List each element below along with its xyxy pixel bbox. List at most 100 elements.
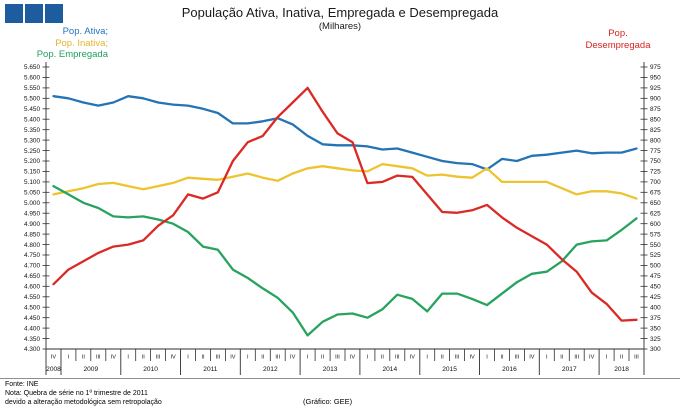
svg-text:5.200: 5.200 [24, 158, 40, 165]
svg-text:2010: 2010 [143, 366, 158, 373]
svg-text:5.400: 5.400 [24, 116, 40, 123]
credit-note: (Gráfico: GEE) [303, 397, 353, 406]
svg-text:525: 525 [650, 252, 661, 259]
svg-text:IV: IV [230, 355, 236, 361]
svg-text:2017: 2017 [562, 366, 577, 373]
legend-pop-desempregada-line1: Pop. [608, 28, 628, 39]
legend-item-pop-empregada: Pop. Empregada [36, 49, 108, 60]
svg-text:900: 900 [650, 96, 661, 103]
svg-text:425: 425 [650, 294, 661, 301]
svg-text:II: II [441, 355, 445, 361]
svg-text:950: 950 [650, 75, 661, 82]
svg-text:III: III [574, 355, 579, 361]
svg-text:4.350: 4.350 [24, 336, 40, 343]
logo-squares [5, 4, 63, 23]
page-title: População Ativa, Inativa, Empregada e De… [181, 5, 499, 20]
svg-text:4.600: 4.600 [24, 284, 40, 291]
svg-text:IV: IV [290, 355, 296, 361]
svg-text:4.450: 4.450 [24, 315, 40, 322]
svg-text:5.650: 5.650 [24, 64, 40, 71]
svg-text:III: III [455, 355, 460, 361]
svg-text:4.500: 4.500 [24, 304, 40, 311]
svg-text:III: III [275, 355, 280, 361]
svg-text:I: I [546, 355, 548, 361]
legend-item-pop-inativa: Pop. Inativa; [55, 37, 108, 49]
svg-text:4.850: 4.850 [24, 231, 40, 238]
svg-text:II: II [82, 355, 86, 361]
svg-text:4.700: 4.700 [24, 263, 40, 270]
svg-text:4.550: 4.550 [24, 294, 40, 301]
svg-text:II: II [500, 355, 504, 361]
logo-square [25, 4, 43, 23]
svg-text:I: I [247, 355, 249, 361]
svg-text:4.950: 4.950 [24, 210, 40, 217]
svg-text:I: I [426, 355, 428, 361]
svg-text:650: 650 [650, 200, 661, 207]
svg-text:I: I [486, 355, 488, 361]
svg-text:5.250: 5.250 [24, 148, 40, 155]
footer-divider [0, 378, 680, 379]
svg-text:2015: 2015 [442, 366, 457, 373]
svg-text:2018: 2018 [614, 366, 629, 373]
svg-text:I: I [187, 355, 189, 361]
svg-text:IV: IV [170, 355, 176, 361]
svg-text:975: 975 [650, 64, 661, 71]
svg-text:5.350: 5.350 [24, 127, 40, 134]
svg-text:350: 350 [650, 325, 661, 332]
svg-text:IV: IV [111, 355, 117, 361]
svg-text:625: 625 [650, 210, 661, 217]
svg-text:875: 875 [650, 106, 661, 113]
svg-text:I: I [307, 355, 309, 361]
svg-text:5.550: 5.550 [24, 85, 40, 92]
svg-text:700: 700 [650, 179, 661, 186]
svg-text:450: 450 [650, 284, 661, 291]
methodology-note-line2: devido a alteração metodológica sem retr… [5, 399, 162, 406]
svg-text:III: III [395, 355, 400, 361]
svg-text:4.900: 4.900 [24, 221, 40, 228]
svg-text:675: 675 [650, 190, 661, 197]
svg-text:I: I [127, 355, 129, 361]
svg-text:4.650: 4.650 [24, 273, 40, 280]
svg-text:2009: 2009 [83, 366, 98, 373]
svg-text:825: 825 [650, 127, 661, 134]
svg-text:500: 500 [650, 263, 661, 270]
svg-text:III: III [156, 355, 161, 361]
pop-empregada-line [52, 184, 638, 337]
svg-text:2013: 2013 [323, 366, 338, 373]
svg-text:III: III [634, 355, 639, 361]
svg-text:4.300: 4.300 [24, 346, 40, 353]
svg-text:725: 725 [650, 169, 661, 176]
svg-text:5.450: 5.450 [24, 106, 40, 113]
legend-pop-desempregada-line2: Desempregada [585, 40, 651, 51]
svg-text:600: 600 [650, 221, 661, 228]
svg-text:II: II [142, 355, 146, 361]
pop-ativa-line [52, 95, 638, 171]
svg-text:375: 375 [650, 315, 661, 322]
svg-text:II: II [261, 355, 265, 361]
svg-text:IV: IV [350, 355, 356, 361]
svg-text:III: III [216, 355, 221, 361]
svg-text:II: II [381, 355, 385, 361]
svg-text:III: III [335, 355, 340, 361]
page-subtitle: (Milhares) [318, 21, 362, 32]
svg-text:II: II [201, 355, 205, 361]
svg-text:400: 400 [650, 304, 661, 311]
svg-text:800: 800 [650, 137, 661, 144]
svg-text:550: 550 [650, 242, 661, 249]
pop-inativa-line [52, 162, 638, 200]
svg-text:325: 325 [650, 336, 661, 343]
svg-text:750: 750 [650, 158, 661, 165]
svg-text:2008: 2008 [46, 366, 61, 373]
svg-text:4.750: 4.750 [24, 252, 40, 259]
svg-text:IV: IV [589, 355, 595, 361]
svg-text:IV: IV [469, 355, 475, 361]
svg-text:2011: 2011 [203, 366, 218, 373]
pop-desempregada-line [52, 86, 638, 322]
svg-text:5.300: 5.300 [24, 137, 40, 144]
svg-text:850: 850 [650, 116, 661, 123]
svg-text:925: 925 [650, 85, 661, 92]
series-group [52, 86, 638, 337]
legend-item-pop-ativa: Pop. Ativa; [62, 26, 108, 37]
svg-text:I: I [606, 355, 608, 361]
